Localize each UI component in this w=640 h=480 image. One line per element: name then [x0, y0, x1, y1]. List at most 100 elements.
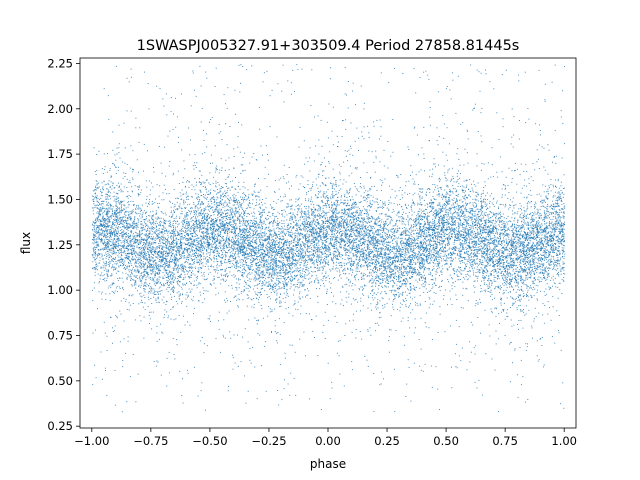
scatter-point	[201, 107, 203, 109]
scatter-point	[279, 235, 281, 237]
scatter-point	[436, 251, 438, 253]
scatter-point	[561, 191, 563, 193]
scatter-point	[159, 256, 161, 258]
scatter-point	[470, 247, 471, 249]
scatter-point	[170, 223, 171, 225]
scatter-point	[448, 200, 450, 202]
scatter-point	[529, 256, 531, 257]
scatter-point	[507, 234, 509, 236]
scatter-point	[180, 238, 182, 240]
scatter-point	[370, 265, 371, 267]
scatter-point	[460, 222, 462, 224]
scatter-point	[115, 233, 117, 235]
scatter-point	[372, 255, 374, 257]
scatter-point	[217, 214, 219, 216]
scatter-point	[243, 181, 245, 183]
scatter-point	[399, 220, 401, 222]
scatter-point	[191, 216, 193, 218]
scatter-point	[447, 234, 449, 235]
scatter-point	[109, 206, 111, 208]
scatter-point	[218, 234, 220, 236]
scatter-point	[450, 212, 452, 214]
scatter-point	[311, 210, 313, 212]
scatter-point	[343, 247, 345, 248]
scatter-point	[206, 227, 208, 229]
scatter-point	[101, 291, 103, 293]
scatter-point	[408, 180, 410, 182]
scatter-point	[325, 232, 327, 234]
scatter-point	[398, 294, 400, 296]
scatter-point	[409, 283, 411, 285]
scatter-point	[263, 264, 265, 266]
scatter-point	[140, 266, 142, 267]
scatter-point	[351, 236, 353, 238]
scatter-point	[397, 253, 399, 255]
scatter-point	[331, 194, 333, 195]
scatter-point	[201, 249, 203, 251]
scatter-point	[428, 233, 430, 235]
scatter-point	[452, 72, 453, 74]
scatter-point	[234, 362, 236, 364]
scatter-point	[168, 270, 170, 272]
scatter-point	[185, 260, 187, 262]
scatter-point	[545, 196, 547, 198]
scatter-point	[370, 253, 371, 255]
scatter-point	[247, 288, 249, 289]
scatter-point	[112, 131, 114, 133]
scatter-point	[239, 261, 241, 263]
scatter-point	[302, 244, 304, 246]
scatter-point	[161, 241, 163, 243]
scatter-point	[219, 239, 221, 241]
scatter-point	[135, 251, 137, 253]
scatter-point	[384, 232, 386, 234]
scatter-point	[120, 235, 122, 237]
scatter-point	[458, 266, 459, 268]
scatter-point	[534, 288, 536, 290]
scatter-point	[118, 182, 119, 184]
scatter-point	[361, 131, 363, 133]
scatter-point	[376, 250, 378, 252]
scatter-point	[379, 119, 381, 121]
scatter-point	[312, 236, 314, 238]
scatter-point	[243, 215, 245, 217]
scatter-point	[379, 300, 381, 302]
scatter-point	[503, 275, 505, 277]
scatter-point	[261, 248, 263, 250]
scatter-point	[191, 268, 193, 269]
scatter-point	[466, 248, 468, 249]
scatter-point	[187, 321, 188, 323]
scatter-point	[134, 211, 136, 213]
scatter-point	[283, 272, 285, 274]
scatter-point	[128, 213, 130, 215]
scatter-point	[415, 304, 417, 306]
scatter-points	[91, 64, 566, 413]
scatter-point	[103, 180, 105, 182]
scatter-point	[460, 279, 462, 280]
scatter-point	[343, 239, 345, 241]
scatter-point	[325, 196, 327, 197]
scatter-point	[444, 197, 446, 198]
scatter-point	[384, 224, 386, 226]
scatter-point	[534, 211, 536, 213]
scatter-point	[136, 252, 138, 254]
scatter-point	[298, 208, 300, 210]
scatter-point	[129, 265, 131, 267]
scatter-point	[397, 251, 398, 253]
scatter-point	[473, 241, 475, 243]
scatter-point	[368, 132, 370, 134]
scatter-point	[224, 230, 226, 232]
scatter-point	[323, 253, 325, 255]
scatter-point	[225, 123, 227, 125]
scatter-point	[333, 226, 335, 228]
scatter-point	[421, 284, 423, 286]
scatter-point	[476, 204, 477, 206]
scatter-point	[313, 237, 314, 239]
scatter-point	[513, 220, 515, 222]
scatter-point	[367, 232, 369, 234]
scatter-point	[531, 258, 533, 260]
scatter-point	[274, 282, 276, 284]
scatter-point	[401, 264, 402, 266]
scatter-point	[493, 246, 495, 248]
scatter-point	[121, 287, 123, 289]
scatter-point	[329, 249, 331, 251]
